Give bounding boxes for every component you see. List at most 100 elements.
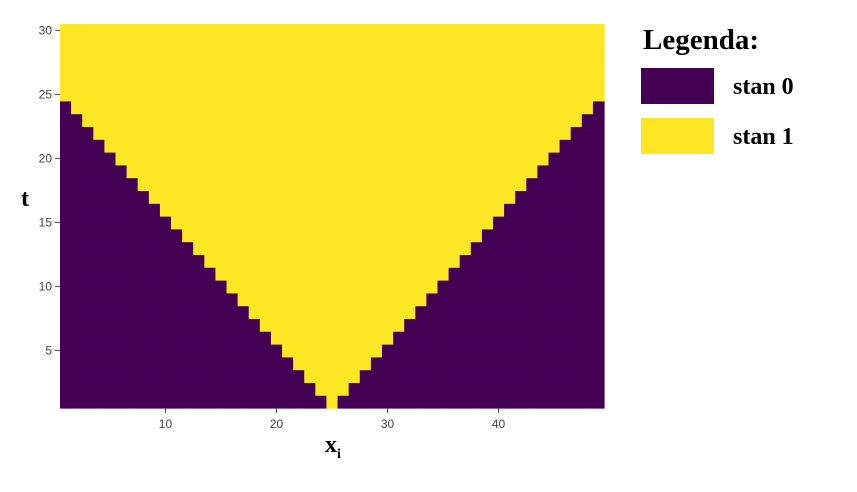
- heatmap-cell: [448, 126, 461, 140]
- heatmap-cell: [526, 88, 538, 102]
- heatmap-cell: [126, 164, 139, 179]
- heatmap-cell: [481, 254, 494, 268]
- heatmap-cell: [215, 75, 228, 89]
- heatmap-cell: [259, 292, 272, 307]
- heatmap-cell: [270, 331, 283, 345]
- heatmap-cell: [404, 113, 416, 127]
- heatmap-cell: [559, 88, 572, 102]
- heatmap-cell: [492, 331, 505, 345]
- heatmap-cell: [259, 36, 272, 51]
- heatmap-cell: [437, 100, 450, 115]
- heatmap-cell: [548, 62, 561, 76]
- heatmap-cell: [93, 280, 106, 294]
- heatmap-cell: [559, 228, 572, 243]
- heatmap-cell: [315, 152, 328, 166]
- heatmap-cell: [126, 356, 139, 371]
- heatmap-cell: [315, 24, 328, 38]
- heatmap-cell: [215, 228, 228, 243]
- heatmap-cell: [204, 24, 217, 38]
- heatmap-cell: [248, 382, 261, 396]
- heatmap-cell: [559, 113, 572, 127]
- heatmap-cell: [459, 254, 472, 268]
- heatmap-cell: [526, 369, 538, 383]
- heatmap-cell: [82, 100, 94, 115]
- heatmap-cell: [492, 75, 505, 89]
- heatmap-cell: [293, 305, 305, 319]
- heatmap-cell: [481, 152, 494, 166]
- heatmap-cell: [592, 216, 605, 230]
- heatmap-cell: [559, 164, 572, 179]
- heatmap-cell: [492, 100, 505, 115]
- heatmap-cell: [570, 88, 583, 102]
- heatmap-cell: [537, 203, 550, 217]
- heatmap-cell: [126, 395, 139, 409]
- heatmap-cell: [393, 88, 405, 102]
- heatmap-cell: [71, 88, 83, 102]
- heatmap-cell: [270, 305, 283, 319]
- heatmap-cell: [159, 305, 172, 319]
- heatmap-cell: [393, 126, 405, 140]
- heatmap-cell: [381, 152, 394, 166]
- heatmap-cell: [426, 292, 439, 307]
- heatmap-cell: [592, 164, 605, 179]
- heatmap-cell: [93, 344, 106, 358]
- heatmap-cell: [293, 139, 305, 153]
- heatmap-cell: [481, 280, 494, 294]
- heatmap-cell: [404, 228, 416, 243]
- heatmap-cell: [304, 241, 316, 255]
- heatmap-cell: [137, 382, 150, 396]
- x-tick-label: 30: [381, 417, 395, 431]
- heatmap-cell: [359, 280, 372, 294]
- heatmap-cell: [182, 318, 194, 332]
- heatmap-cell: [137, 356, 150, 371]
- heatmap-cell: [492, 344, 505, 358]
- heatmap-cell: [359, 292, 372, 307]
- heatmap-cell: [381, 62, 394, 76]
- heatmap-cell: [448, 292, 461, 307]
- heatmap-cell: [348, 113, 361, 127]
- heatmap-cell: [526, 75, 538, 89]
- heatmap-cell: [437, 382, 450, 396]
- heatmap-cell: [270, 126, 283, 140]
- heatmap-cell: [293, 331, 305, 345]
- heatmap-cell: [115, 75, 128, 89]
- heatmap-cell: [193, 292, 205, 307]
- heatmap-cell: [515, 369, 527, 383]
- heatmap-cell: [370, 75, 383, 89]
- heatmap-cell: [248, 267, 261, 281]
- heatmap-cell: [581, 190, 594, 204]
- heatmap-cell: [126, 152, 139, 166]
- heatmap-cell: [570, 369, 583, 383]
- heatmap-cell: [193, 75, 205, 89]
- heatmap-cell: [370, 292, 383, 307]
- heatmap-cell: [348, 36, 361, 51]
- heatmap-cell: [526, 49, 538, 63]
- heatmap-cell: [237, 318, 250, 332]
- heatmap-cell: [581, 36, 594, 51]
- heatmap-cell: [415, 395, 427, 409]
- heatmap-cell: [459, 395, 472, 409]
- heatmap-cell: [304, 62, 316, 76]
- heatmap-cell: [104, 228, 117, 243]
- heatmap-cell: [93, 62, 106, 76]
- heatmap-cell: [448, 331, 461, 345]
- heatmap-cell: [537, 318, 550, 332]
- heatmap-cell: [104, 344, 117, 358]
- heatmap-cell: [315, 254, 328, 268]
- heatmap-cell: [470, 49, 483, 63]
- heatmap-cell: [215, 152, 228, 166]
- heatmap-cell: [71, 190, 83, 204]
- heatmap-cell: [193, 139, 205, 153]
- heatmap-cell: [515, 100, 527, 115]
- heatmap-cell: [293, 228, 305, 243]
- heatmap-cell: [148, 228, 161, 243]
- heatmap-cell: [304, 203, 316, 217]
- heatmap-cell: [415, 267, 427, 281]
- heatmap-cell: [148, 126, 161, 140]
- heatmap-cell: [348, 62, 361, 76]
- x-axis-label-subscript: i: [337, 447, 341, 462]
- heatmap-cell: [581, 139, 594, 153]
- heatmap-cell: [404, 203, 416, 217]
- heatmap-cell: [115, 177, 128, 191]
- heatmap-cell: [548, 305, 561, 319]
